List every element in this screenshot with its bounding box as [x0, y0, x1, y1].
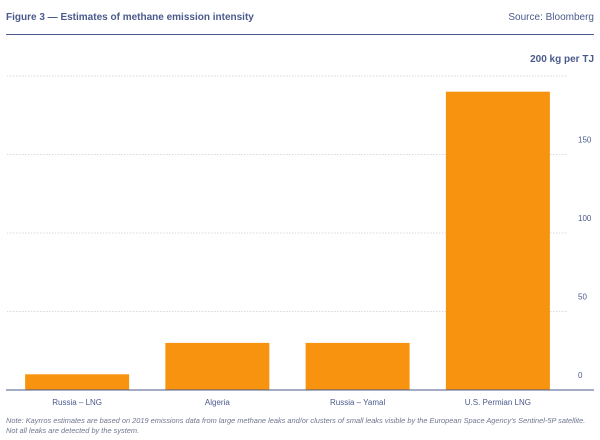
chart-header: Figure 3 — Estimates of methane emission… — [6, 0, 594, 35]
footnote: Note: Kayrros estimates are based on 201… — [6, 416, 586, 435]
bar-chart: 0 50 100 150 Russia – LNG Algeria Russia – Ya… — [6, 75, 594, 407]
x-tick-label: Algeria — [205, 398, 230, 407]
bar — [305, 342, 410, 390]
y-tick-label: 50 — [578, 293, 587, 302]
source-label: Source: Bloomberg — [508, 12, 594, 23]
y-tick-label: 100 — [578, 214, 592, 223]
bars — [25, 91, 550, 390]
x-tick-label: Russia – Yamal — [330, 398, 386, 407]
x-tick-label: U.S. Permian LNG — [465, 398, 531, 407]
y-tick-label: 0 — [578, 371, 583, 380]
x-tick-label: Russia – LNG — [52, 398, 102, 407]
x-tick-labels: Russia – LNG Algeria Russia – Yamal U.S. Pe… — [52, 398, 531, 407]
bar — [25, 374, 130, 390]
y-tick-label: 150 — [578, 136, 592, 145]
bar — [445, 91, 550, 390]
bar — [165, 342, 270, 390]
y-tick-labels: 0 50 100 150 — [578, 136, 592, 381]
chart-title: Figure 3 — Estimates of methane emission… — [6, 12, 254, 23]
y-axis-unit-label: 200 kg per TJ — [530, 54, 594, 65]
